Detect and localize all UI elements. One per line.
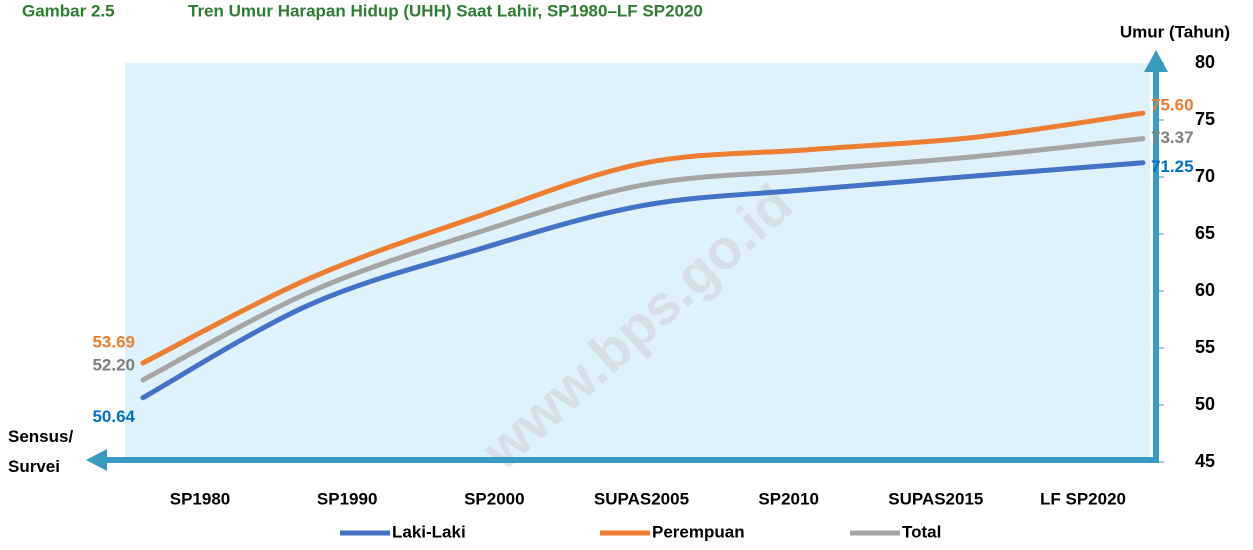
data-label: 75.60 bbox=[1151, 96, 1194, 115]
y-axis-label: Umur (Tahun) bbox=[1120, 22, 1230, 41]
y-tick-label: 60 bbox=[1195, 280, 1215, 300]
line bbox=[140, 110, 1146, 366]
data-label: 71.25 bbox=[1151, 157, 1194, 176]
data-label: 52.20 bbox=[92, 355, 135, 374]
y-tick-label: 80 bbox=[1195, 52, 1215, 72]
x-tick-label: SP2010 bbox=[758, 489, 819, 508]
legend-label: Perempuan bbox=[652, 522, 745, 541]
data-label: 53.69 bbox=[92, 332, 135, 351]
y-tick-label: 65 bbox=[1195, 223, 1215, 243]
y-tick-label: 45 bbox=[1195, 451, 1215, 471]
x-tick-label: SUPAS2015 bbox=[888, 489, 983, 508]
y-tick-label: 70 bbox=[1195, 166, 1215, 186]
legend-label: Laki-Laki bbox=[392, 522, 466, 541]
x-tick-label: SP1980 bbox=[170, 489, 231, 508]
line bbox=[140, 160, 1146, 401]
figure-label: Gambar 2.5 bbox=[22, 1, 115, 20]
plot-background bbox=[125, 63, 1150, 460]
chart-title: Tren Umur Harapan Hidup (UHH) Saat Lahir… bbox=[188, 1, 703, 20]
legend-label: Total bbox=[902, 522, 941, 541]
x-axis-label: Sensus/ Survei bbox=[8, 427, 74, 476]
x-tick-label: SP1990 bbox=[317, 489, 378, 508]
x-tick-label: LF SP2020 bbox=[1040, 489, 1126, 508]
y-axis-arrow bbox=[1144, 50, 1168, 72]
line bbox=[140, 136, 1146, 383]
y-tick-label: 50 bbox=[1195, 394, 1215, 414]
y-tick-label: 75 bbox=[1195, 109, 1215, 129]
x-tick-label: SUPAS2005 bbox=[594, 489, 689, 508]
x-axis-arrow bbox=[86, 449, 107, 471]
x-tick-label: SP2000 bbox=[464, 489, 525, 508]
y-tick-label: 55 bbox=[1195, 337, 1215, 357]
data-label: 50.64 bbox=[92, 407, 135, 426]
data-label: 73.37 bbox=[1151, 128, 1194, 147]
